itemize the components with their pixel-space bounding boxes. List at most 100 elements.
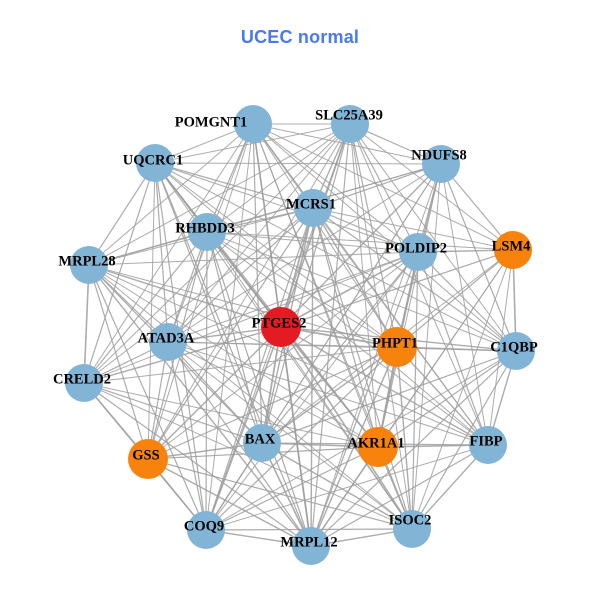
node-circle-rhbdd3[interactable] xyxy=(188,213,226,251)
graph-node[interactable]: MRPL28 xyxy=(58,246,116,284)
graph-node[interactable]: ISOC2 xyxy=(389,510,432,548)
graph-edge xyxy=(396,346,413,530)
node-circle-akr1a1[interactable] xyxy=(358,427,398,467)
graph-node[interactable]: AKR1A1 xyxy=(347,427,405,467)
graph-edge xyxy=(411,163,442,530)
graph-edge xyxy=(280,249,514,328)
node-circle-ndufs8[interactable] xyxy=(422,145,460,183)
node-label-isoc2: ISOC2 xyxy=(389,512,432,528)
graph-node[interactable]: POMGNT1 xyxy=(175,105,272,143)
graph-node[interactable]: SLC25A39 xyxy=(315,105,383,143)
graph-edge xyxy=(205,446,379,531)
node-circle-phpt1[interactable] xyxy=(377,327,417,367)
graph-edge xyxy=(147,123,351,460)
graph-node[interactable]: CRELD2 xyxy=(53,364,111,402)
graph-edge xyxy=(349,123,514,251)
node-circle-mcrs1[interactable] xyxy=(294,189,332,227)
graph-node[interactable]: BAX xyxy=(243,424,281,462)
node-label-coq9: COQ9 xyxy=(184,518,224,534)
graph-edge xyxy=(167,251,419,343)
graph-edge xyxy=(83,326,282,384)
graph-node[interactable]: C1QBP xyxy=(490,332,538,370)
graph-edge xyxy=(83,231,208,384)
graph-edge xyxy=(167,341,379,448)
graph-edge xyxy=(349,123,398,348)
node-circle-atad3a[interactable] xyxy=(149,323,187,361)
node-circle-slc25a39[interactable] xyxy=(331,105,369,143)
graph-edge xyxy=(349,123,489,446)
graph-node[interactable]: MRPL12 xyxy=(280,527,338,565)
graph-node[interactable]: GSS xyxy=(128,439,168,479)
node-circle-gss[interactable] xyxy=(128,439,168,479)
graph-edge xyxy=(310,251,419,547)
node-circle-poldip2[interactable] xyxy=(399,233,437,271)
node-circle-mrpl28[interactable] xyxy=(70,246,108,284)
graph-edge xyxy=(252,123,442,165)
graph-node[interactable]: UQCRC1 xyxy=(123,144,183,182)
graph-node[interactable]: NDUFS8 xyxy=(411,145,467,183)
graph-edge xyxy=(261,350,517,444)
graph-edge xyxy=(261,251,419,444)
graph-edge xyxy=(147,123,254,460)
node-circle-creld2[interactable] xyxy=(65,364,103,402)
graph-node[interactable]: RHBDD3 xyxy=(175,213,235,251)
node-circle-coq9[interactable] xyxy=(187,511,225,549)
node-label-c1qbp: C1QBP xyxy=(490,339,538,355)
graph-edge xyxy=(261,442,312,547)
graph-edge xyxy=(206,231,413,530)
graph-edge xyxy=(154,162,312,547)
graph-edge xyxy=(88,264,413,530)
graph-edge xyxy=(312,207,398,348)
node-circle-c1qbp[interactable] xyxy=(497,332,535,370)
node-circle-lsm4[interactable] xyxy=(494,231,532,269)
graph-edge xyxy=(205,123,254,531)
node-label-pomgnt1: POMGNT1 xyxy=(175,114,248,130)
graph-edge xyxy=(88,264,207,531)
graph-edge xyxy=(154,123,351,164)
graph-node[interactable]: LSM4 xyxy=(492,231,532,269)
graph-edge xyxy=(88,251,419,266)
graph-edge xyxy=(83,382,312,547)
node-label-fibp: FIBP xyxy=(469,433,502,449)
graph-edge xyxy=(167,163,442,343)
node-circle-pomgnt1[interactable] xyxy=(234,105,272,143)
graph-edge xyxy=(349,123,419,253)
graph-node[interactable]: COQ9 xyxy=(184,511,225,549)
graph-node[interactable]: POLDIP2 xyxy=(385,233,447,271)
node-circle-mrpl12[interactable] xyxy=(292,527,330,565)
graph-edge xyxy=(88,123,351,266)
graph-edge xyxy=(312,207,379,448)
graph-edge xyxy=(167,341,312,547)
graph-edge xyxy=(280,251,419,328)
graph-edge xyxy=(261,123,351,444)
node-label-mrpl28: MRPL28 xyxy=(58,253,115,269)
graph-edge xyxy=(377,163,442,448)
node-circle-fibp[interactable] xyxy=(469,426,507,464)
node-circle-bax[interactable] xyxy=(243,424,281,462)
graph-node[interactable]: FIBP xyxy=(469,426,507,464)
graph-node[interactable]: PTGES2 xyxy=(252,307,307,347)
graph-edge xyxy=(377,350,517,448)
graph-edge xyxy=(280,326,312,547)
graph-edge xyxy=(349,123,517,352)
graph-edge xyxy=(83,382,379,448)
graph-edge xyxy=(83,346,398,384)
graph-edge xyxy=(88,231,208,266)
page-title: UCEC normal xyxy=(240,27,360,47)
node-circle-ptges2[interactable] xyxy=(261,307,301,347)
graph-node[interactable]: MCRS1 xyxy=(286,189,336,227)
graph-node[interactable]: ATAD3A xyxy=(138,323,195,361)
node-label-uqcrc1: UQCRC1 xyxy=(123,152,183,168)
graph-edge xyxy=(147,346,398,460)
graph-edge xyxy=(154,162,314,209)
graph-edge xyxy=(167,231,208,343)
node-circle-uqcrc1[interactable] xyxy=(136,144,174,182)
node-circle-isoc2[interactable] xyxy=(393,510,431,548)
graph-node[interactable]: PHPT1 xyxy=(372,327,418,367)
graph-edge xyxy=(310,350,517,547)
node-label-bax: BAX xyxy=(245,431,276,447)
graph-edge xyxy=(147,162,156,460)
graph-edge xyxy=(88,264,312,547)
node-label-ndufs8: NDUFS8 xyxy=(411,147,467,163)
